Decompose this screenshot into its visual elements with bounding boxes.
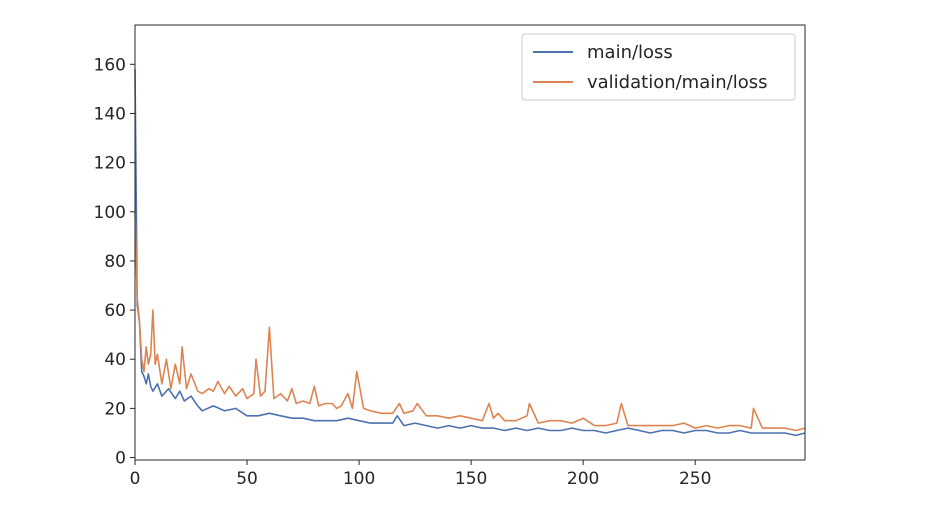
x-axis: 0 50 100 150 200 250 [130,460,711,489]
series-line-validation-main-loss [134,211,806,432]
y-tick-label: 20 [104,399,126,419]
series-line-main-loss [134,69,806,437]
plot-lines [134,69,806,437]
y-tick-label: 40 [104,350,126,370]
y-tick-label: 160 [94,55,126,75]
x-tick-label: 0 [130,469,141,489]
x-tick-label: 150 [455,469,487,489]
y-tick-label: 100 [94,203,126,223]
x-tick-label: 250 [679,469,711,489]
y-tick-label: 120 [94,154,126,174]
plot-frame [134,24,806,461]
legend-label-validation-loss: validation/main/loss [587,72,768,93]
y-tick-label: 140 [94,104,126,124]
legend-label-main-loss: main/loss [587,42,673,63]
x-tick-label: 50 [236,469,258,489]
y-axis: 0 20 40 60 80 100 120 140 160 [94,55,135,469]
x-tick-label: 200 [567,469,599,489]
legend-box [521,33,796,101]
y-tick-label: 80 [104,252,126,272]
y-tick-label: 0 [115,449,126,469]
y-tick-label: 60 [104,301,126,321]
x-tick-label: 100 [343,469,375,489]
legend: main/loss validation/main/loss [521,33,796,101]
